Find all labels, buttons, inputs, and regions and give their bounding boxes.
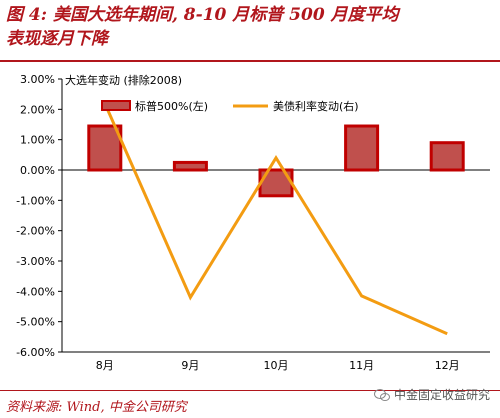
y-tick-label: -5.00% <box>16 316 55 329</box>
y-tick-label: 1.00% <box>20 134 55 147</box>
y-tick-label: -2.00% <box>16 225 55 238</box>
legend-label-bar: 标普500%(左) <box>135 99 208 113</box>
x-tick-label: 10月 <box>264 359 289 372</box>
x-tick-label: 12月 <box>435 359 460 372</box>
y-tick-label: 2.00% <box>20 103 55 116</box>
y-tick-label: -3.00% <box>16 255 55 268</box>
x-tick-label: 11月 <box>349 359 374 372</box>
y-tick-label: 0.00% <box>20 164 55 177</box>
y-tick-label: -1.00% <box>16 194 55 207</box>
y-tick-label: -6.00% <box>16 346 55 359</box>
y-tick-label: -4.00% <box>16 285 55 298</box>
chart-title-line2: 表现逐月下降 <box>6 29 108 49</box>
x-tick-label: 9月 <box>181 359 199 372</box>
watermark: 中金固定收益研究 <box>373 386 490 403</box>
y-tick-label: 3.00% <box>20 73 55 86</box>
chart-title: 图 4: 美国大选年期间, 8-10 月标普 500 月度平均 表现逐月下降 <box>6 3 496 51</box>
footer-divider <box>0 390 500 391</box>
chart: 3.00% 2.00% 1.00% 0.00% -1.00% -2.00% -3.00% -4… <box>16 73 490 372</box>
title-divider <box>0 60 500 62</box>
wechat-icon <box>373 388 390 401</box>
legend-swatch-bar <box>101 100 131 111</box>
bar <box>344 124 380 172</box>
bar <box>429 141 465 172</box>
legend-label-line: 美债利率变动(右) <box>273 99 359 113</box>
watermark-text: 中金固定收益研究 <box>393 388 490 402</box>
line-series <box>103 102 448 336</box>
source-note: 资料来源: Wind, 中金公司研究 <box>6 400 187 415</box>
x-tick-label: 8月 <box>96 359 114 372</box>
bar <box>172 160 208 172</box>
chart-annotation: 大选年变动 (排除2008) <box>65 73 182 87</box>
bar <box>87 124 123 172</box>
chart-title-line1: 图 4: 美国大选年期间, 8-10 月标普 500 月度平均 <box>6 5 399 25</box>
